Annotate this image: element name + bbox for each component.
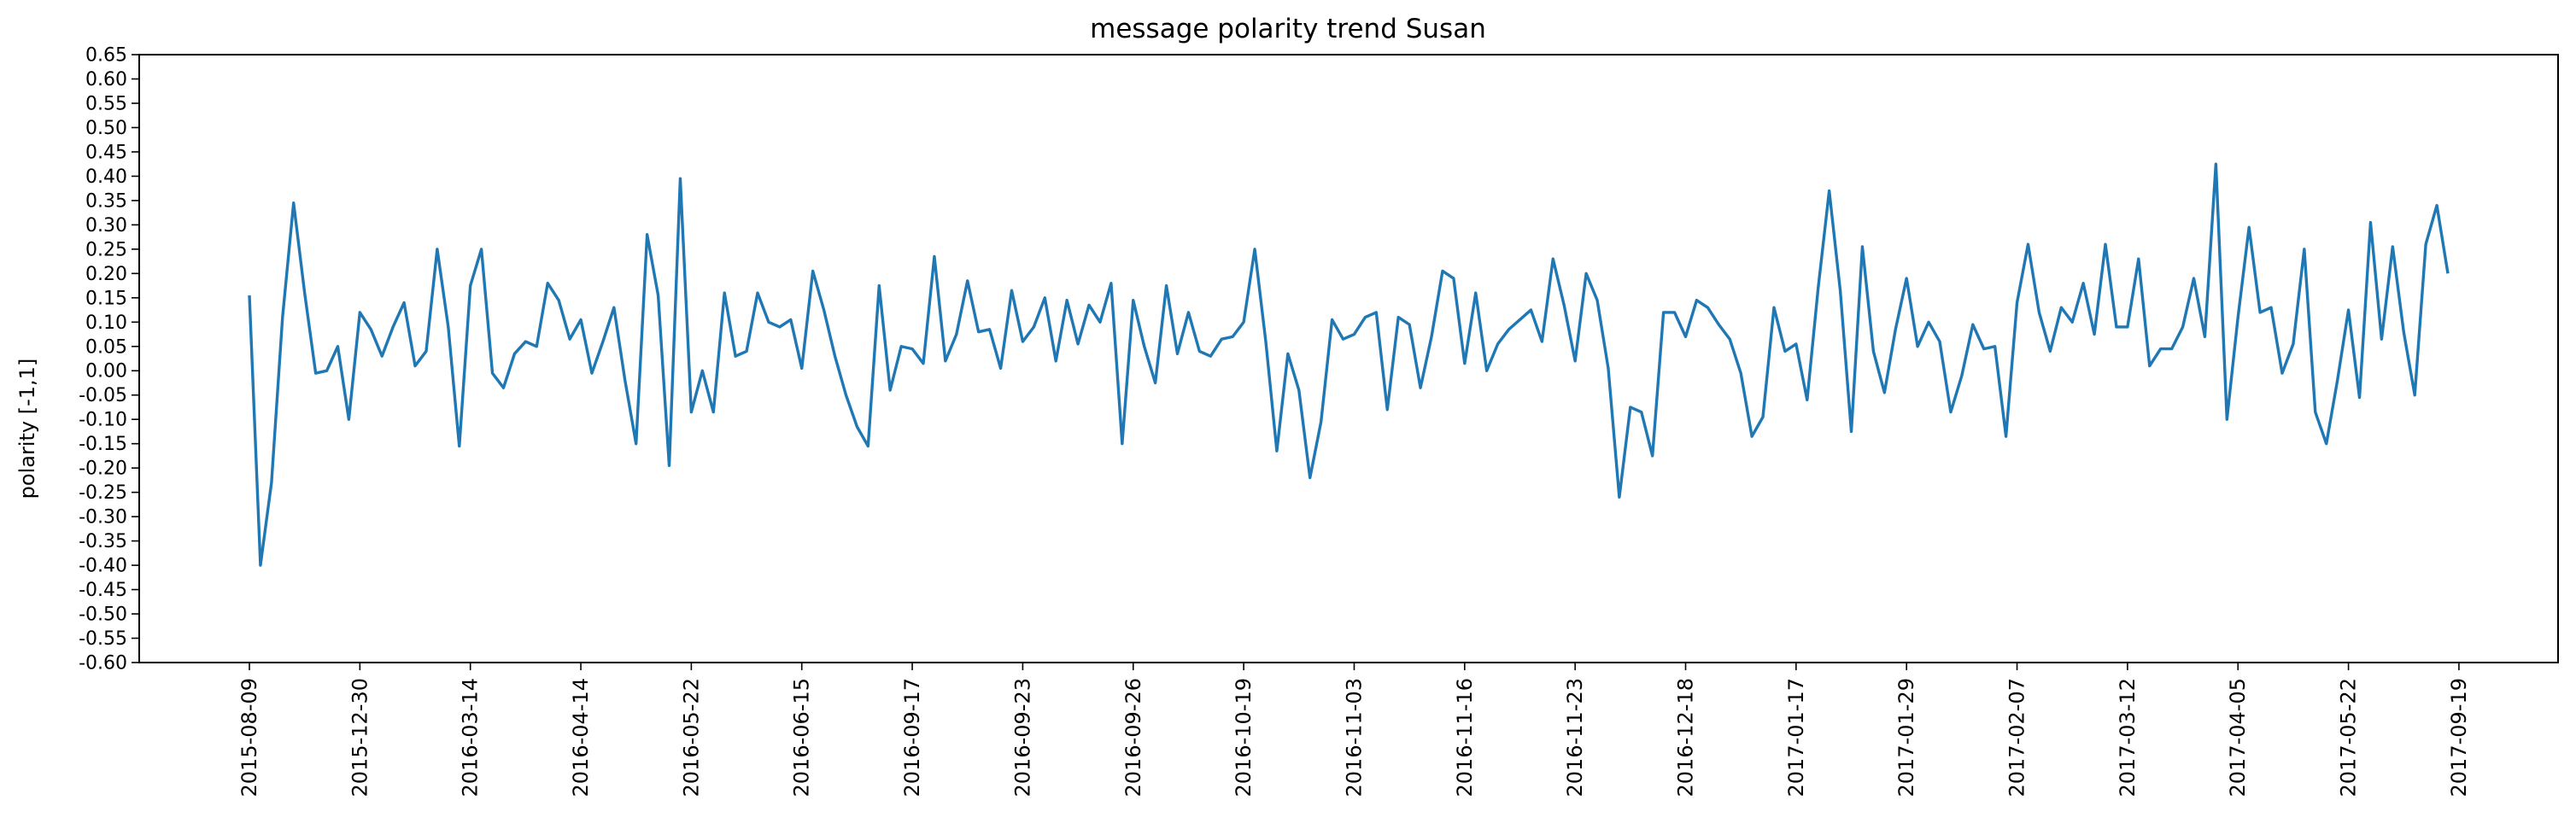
x-tick-label: 2017-03-12 [2116, 678, 2140, 797]
x-tick-label: 2016-12-18 [1674, 678, 1698, 797]
y-tick-label: 0.20 [85, 264, 127, 285]
x-tick-label: 2016-09-17 [900, 678, 924, 797]
y-tick-label: 0.30 [85, 215, 127, 236]
x-tick-label: 2016-05-22 [679, 678, 703, 797]
x-tick-label: 2017-02-07 [2005, 678, 2029, 797]
x-tick-label: 2016-03-14 [459, 678, 483, 797]
y-tick-label: -0.60 [79, 653, 127, 674]
y-axis: 0.650.600.55 0.50 0.45 0.400.35 0.30 0.25 0.20… [79, 45, 139, 674]
y-tick-label: -0.30 [79, 507, 127, 528]
y-tick-label: -0.40 [79, 556, 127, 577]
y-axis-title: polarity [-1,1] [15, 359, 39, 499]
x-tick-label: 2016-09-26 [1121, 678, 1145, 797]
y-tick-label: 0.60 [85, 69, 127, 91]
y-tick-label: -0.45 [79, 580, 127, 601]
y-tick-label: -0.25 [79, 482, 127, 504]
x-axis: 2015-08-09 2015-12-30 2016-03-14 2016-04-14… [237, 663, 2471, 797]
y-tick-label: 0.65 [85, 45, 127, 67]
x-tick-label: 2016-11-03 [1342, 678, 1366, 797]
x-tick-label: 2017-01-29 [1894, 678, 1918, 797]
y-tick-label: 0.40 [85, 166, 127, 188]
x-tick-label: 2017-05-22 [2337, 678, 2361, 797]
y-tick-label: -0.15 [79, 434, 127, 455]
y-tick-label: 0.55 [85, 93, 127, 114]
y-tick-label: -0.35 [79, 531, 127, 552]
x-tick-label: 2016-11-23 [1563, 678, 1587, 797]
x-tick-label: 2016-06-15 [790, 678, 814, 797]
x-tick-label: 2016-11-16 [1453, 678, 1477, 797]
y-tick-label: -0.05 [79, 385, 127, 406]
x-tick-label: 2017-09-19 [2447, 678, 2471, 797]
chart-title: message polarity trend Susan [1090, 14, 1486, 44]
y-tick-label: -0.50 [79, 604, 127, 626]
y-tick-label: -0.20 [79, 458, 127, 480]
y-tick-label: -0.10 [79, 410, 127, 431]
x-tick-label: 2016-04-14 [569, 678, 593, 797]
y-tick-label: 0.50 [85, 118, 127, 139]
y-tick-label: 0.25 [85, 239, 127, 260]
y-tick-label: 0.10 [85, 312, 127, 334]
plot-area [248, 162, 2450, 567]
y-tick-label: 0.05 [85, 336, 127, 358]
plot-frame [138, 54, 2559, 663]
y-tick-label: -0.55 [79, 628, 127, 650]
x-tick-label: 2015-08-09 [237, 678, 261, 797]
y-tick-label: 0.00 [85, 361, 127, 382]
y-tick-label: 0.15 [85, 288, 127, 309]
y-tick-label: 0.45 [85, 142, 127, 163]
x-tick-label: 2017-04-05 [2226, 678, 2250, 797]
y-tick-label: 0.35 [85, 190, 127, 212]
x-tick-label: 2015-12-30 [348, 678, 372, 797]
x-tick-label: 2016-09-23 [1010, 678, 1034, 797]
x-tick-label: 2016-10-19 [1232, 678, 1256, 797]
polarity-series-line [248, 162, 2450, 567]
x-tick-label: 2017-01-17 [1784, 678, 1808, 797]
